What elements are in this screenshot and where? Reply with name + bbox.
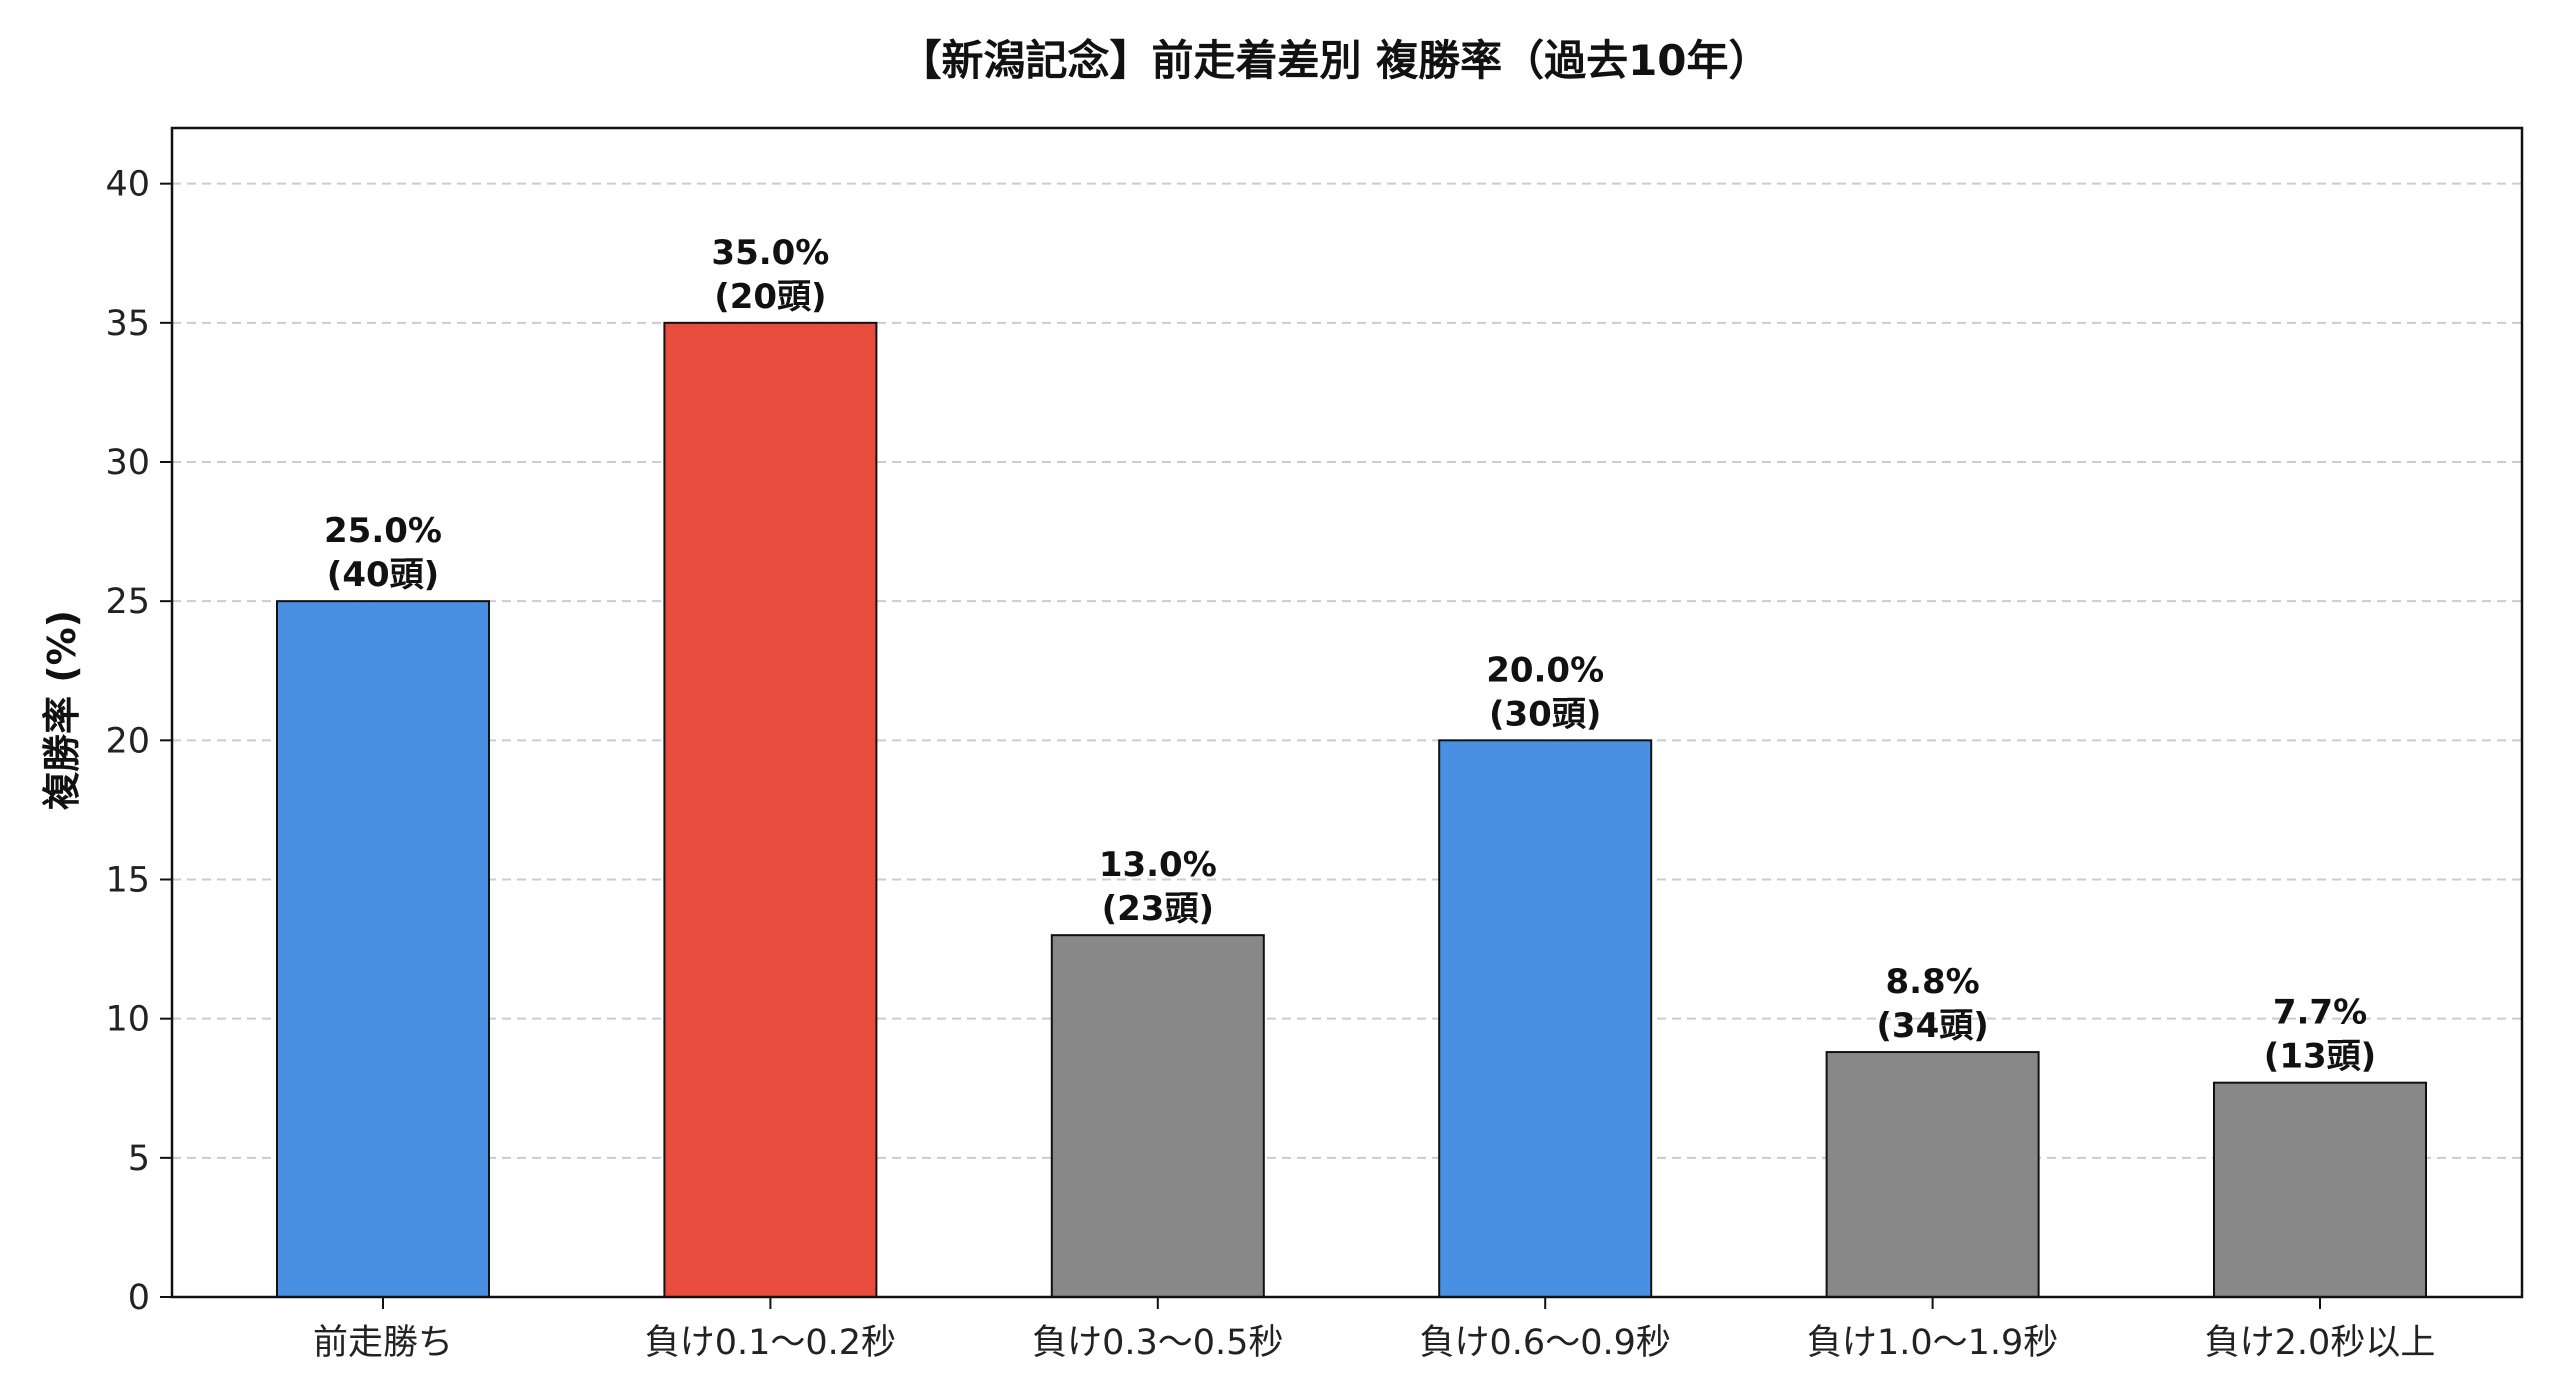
y-tick-label: 25 [105, 582, 150, 622]
x-tick-label: 前走勝ち [313, 1323, 453, 1363]
data-label-count: (20頭) [714, 277, 826, 317]
x-tick-label: 負け2.0秒以上 [2205, 1323, 2436, 1363]
y-tick-label: 30 [105, 443, 150, 483]
bar [2213, 1081, 2427, 1299]
data-label-percent: 35.0% [711, 233, 829, 273]
data-label-percent: 13.0% [1099, 845, 1217, 885]
grid-lines [172, 182, 2522, 1159]
data-label-count: (40頭) [327, 555, 439, 595]
y-tick-label: 5 [128, 1139, 150, 1179]
plot-frame [170, 126, 2524, 1299]
data-label-count: (23頭) [1102, 889, 1214, 929]
bar [1825, 1051, 2040, 1298]
x-tick-label: 負け1.0～1.9秒 [1807, 1323, 2058, 1363]
x-tick-label: 負け0.6～0.9秒 [1420, 1323, 1671, 1363]
bar [1438, 739, 1653, 1298]
y-tick-label: 0 [128, 1278, 150, 1318]
y-axis-label: 複勝率 (%) [40, 610, 84, 810]
y-tick-label: 15 [105, 861, 150, 901]
bar [663, 321, 878, 1299]
chart-title: 【新潟記念】前走着差別 複勝率（過去10年） [899, 36, 1770, 85]
data-label-percent: 7.7% [2273, 993, 2367, 1033]
y-tick-label: 40 [105, 165, 150, 205]
x-tick-label: 負け0.3～0.5秒 [1032, 1323, 1283, 1363]
data-label-percent: 20.0% [1486, 650, 1604, 690]
data-label-percent: 25.0% [324, 511, 442, 551]
bars [276, 321, 2427, 1299]
bar [1050, 934, 1265, 1299]
data-label-count: (30頭) [1489, 694, 1601, 734]
data-label-percent: 8.8% [1885, 962, 1979, 1002]
bar [276, 600, 490, 1298]
axes: 0 5 10 15 20 25 30 35 40 前走勝ち 負け0.1～0.2秒 負け0.3～0.5秒… [105, 126, 2524, 1363]
y-tick-label: 35 [105, 304, 150, 344]
x-tick-label: 負け0.1～0.2秒 [645, 1323, 896, 1363]
y-tick-label: 10 [105, 1000, 150, 1040]
y-tick-label: 20 [105, 721, 150, 761]
data-label-count: (34頭) [1876, 1006, 1988, 1046]
data-label-count: (13頭) [2264, 1037, 2376, 1077]
data-labels: 25.0%(40頭) 35.0%(20頭) 13.0%(23頭) 20.0%(30頭)… [324, 233, 2376, 1077]
